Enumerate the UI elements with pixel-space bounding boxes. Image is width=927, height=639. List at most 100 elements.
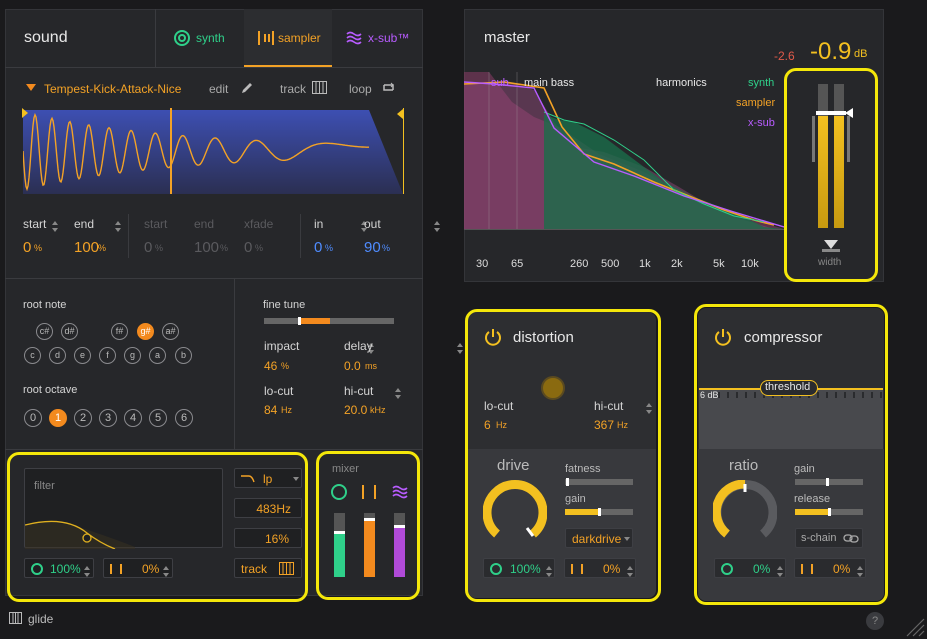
filter-track-button[interactable]: track bbox=[234, 558, 302, 578]
filter-synth-send[interactable]: 100% bbox=[24, 558, 94, 578]
width-triangle-icon[interactable] bbox=[824, 240, 838, 249]
glide-label[interactable]: glide bbox=[28, 612, 54, 626]
note-d[interactable]: d bbox=[49, 347, 66, 364]
note-f[interactable]: f bbox=[99, 347, 116, 364]
note-b[interactable]: b bbox=[175, 347, 192, 364]
start-stepper-icon[interactable] bbox=[52, 221, 59, 233]
filter-reso-field[interactable]: 16% bbox=[234, 528, 302, 548]
keyboard-icon[interactable] bbox=[312, 81, 327, 94]
distortion-gain-handle[interactable] bbox=[598, 508, 601, 516]
resize-grip-icon[interactable] bbox=[905, 617, 925, 637]
distortion-lo-cut-value[interactable]: 6 bbox=[484, 418, 491, 432]
compressor-gain-handle[interactable] bbox=[826, 478, 829, 486]
meter-level-handle[interactable] bbox=[816, 111, 846, 115]
lo-cut-stepper-icon[interactable] bbox=[394, 388, 402, 400]
loop-icon[interactable] bbox=[381, 81, 396, 94]
octave-5[interactable]: 5 bbox=[149, 409, 167, 427]
out-stepper-icon[interactable] bbox=[434, 221, 441, 233]
help-button[interactable]: ? bbox=[866, 612, 884, 630]
start-marker-icon[interactable] bbox=[22, 108, 28, 118]
filter-sampler-stepper-icon[interactable] bbox=[163, 566, 170, 578]
threshold-display[interactable] bbox=[699, 388, 883, 449]
distortion-synth-stepper-icon[interactable] bbox=[546, 566, 553, 578]
note-g[interactable]: g bbox=[124, 347, 141, 364]
ratio-knob[interactable] bbox=[713, 480, 777, 544]
mixer-x-sub-icon[interactable] bbox=[392, 485, 408, 499]
end-stepper-icon[interactable] bbox=[115, 221, 122, 233]
glide-keyboard-icon[interactable] bbox=[9, 612, 22, 624]
param-in-value[interactable]: 0 bbox=[314, 239, 323, 256]
octave-1[interactable]: 1 bbox=[49, 409, 67, 427]
fatness-slider[interactable] bbox=[565, 479, 633, 485]
mixer-sampler-icon[interactable] bbox=[362, 485, 376, 499]
sample-waveform[interactable] bbox=[23, 108, 405, 194]
delay-stepper-icon[interactable] bbox=[457, 343, 464, 355]
octave-6[interactable]: 6 bbox=[175, 409, 193, 427]
compressor-synth-send[interactable]: 0% bbox=[714, 558, 786, 578]
note-a[interactable]: a bbox=[149, 347, 166, 364]
edit-label[interactable]: edit bbox=[209, 82, 229, 96]
meter-level-arrow-icon[interactable] bbox=[845, 108, 853, 118]
param-start-value[interactable]: 0 bbox=[23, 239, 32, 256]
compressor-power-icon[interactable] bbox=[713, 327, 733, 347]
compressor-sampler-send-value: 0% bbox=[833, 562, 851, 576]
tab-synth[interactable]: synth bbox=[156, 9, 244, 67]
octave-4[interactable]: 4 bbox=[124, 409, 142, 427]
filter-type-select[interactable]: lp bbox=[234, 468, 302, 488]
tab-x-sub[interactable]: x-sub™ bbox=[332, 9, 422, 67]
note-e[interactable]: e bbox=[74, 347, 91, 364]
note-f-sharp[interactable]: f# bbox=[111, 323, 128, 340]
impact-stepper-icon[interactable] bbox=[367, 343, 375, 355]
compressor-synth-stepper-icon[interactable] bbox=[777, 566, 784, 578]
compressor-gain-slider[interactable] bbox=[795, 479, 863, 485]
distortion-synth-send[interactable]: 100% bbox=[483, 558, 555, 578]
s-chain-label: s-chain bbox=[801, 532, 837, 544]
drive-knob[interactable] bbox=[483, 480, 547, 544]
distortion-mode-select[interactable]: darkdrive bbox=[565, 528, 633, 548]
octave-0[interactable]: 0 bbox=[24, 409, 42, 427]
tab-sampler[interactable]: sampler bbox=[244, 9, 332, 67]
release-handle[interactable] bbox=[828, 508, 831, 516]
delay-value[interactable]: 0.0 bbox=[344, 359, 361, 373]
s-chain-button[interactable]: s-chain bbox=[795, 528, 863, 548]
filter-display[interactable] bbox=[24, 468, 223, 549]
pencil-icon[interactable] bbox=[240, 81, 254, 95]
distortion-sampler-send[interactable]: 0% bbox=[564, 558, 636, 578]
filter-freq-field[interactable]: 483Hz bbox=[234, 498, 302, 518]
lo-cut-value[interactable]: 84 bbox=[264, 403, 278, 417]
param-end-value[interactable]: 100 bbox=[74, 239, 100, 256]
fine-tune-handle[interactable] bbox=[298, 317, 301, 325]
compressor-sampler-send[interactable]: 0% bbox=[794, 558, 866, 578]
note-d-sharp[interactable]: d# bbox=[61, 323, 78, 340]
note-g-sharp[interactable]: g# bbox=[137, 323, 154, 340]
distortion-hi-cut-value[interactable]: 367 bbox=[594, 418, 615, 432]
impact-value[interactable]: 46 bbox=[264, 359, 278, 373]
distortion-knob-dot[interactable] bbox=[541, 376, 565, 400]
distortion-power-icon[interactable] bbox=[483, 327, 503, 347]
octave-3[interactable]: 3 bbox=[99, 409, 117, 427]
distortion-sampler-stepper-icon[interactable] bbox=[627, 566, 634, 578]
sample-name[interactable]: Tempest-Kick-Attack-Nice bbox=[44, 82, 182, 96]
root-note-label: root note bbox=[23, 299, 67, 311]
threshold-handle[interactable] bbox=[760, 380, 818, 396]
filter-sampler-send[interactable]: 0% bbox=[103, 558, 173, 578]
octave-2[interactable]: 2 bbox=[74, 409, 92, 427]
mixer-synth-icon[interactable] bbox=[331, 484, 347, 500]
loop-label[interactable]: loop bbox=[349, 82, 372, 96]
fatness-handle[interactable] bbox=[566, 478, 569, 486]
hi-cut-value[interactable]: 20.0 bbox=[344, 403, 368, 417]
track-label[interactable]: track bbox=[280, 82, 307, 96]
freq-tick-10k: 10k bbox=[741, 258, 759, 270]
lowpass-icon bbox=[241, 475, 255, 483]
param-start-unit: % bbox=[34, 243, 43, 253]
end-marker-icon[interactable] bbox=[397, 109, 403, 119]
compressor-sampler-stepper-icon[interactable] bbox=[857, 566, 864, 578]
note-a-sharp[interactable]: a# bbox=[162, 323, 179, 340]
note-c-sharp[interactable]: c# bbox=[36, 323, 53, 340]
distortion-lo-cut-stepper-icon[interactable] bbox=[645, 403, 653, 415]
filter-synth-stepper-icon[interactable] bbox=[84, 566, 91, 578]
param-out-value[interactable]: 90 bbox=[364, 239, 381, 256]
in-stepper-icon[interactable] bbox=[360, 221, 368, 233]
note-c[interactable]: c bbox=[24, 347, 41, 364]
collapse-triangle-icon[interactable] bbox=[26, 84, 36, 91]
